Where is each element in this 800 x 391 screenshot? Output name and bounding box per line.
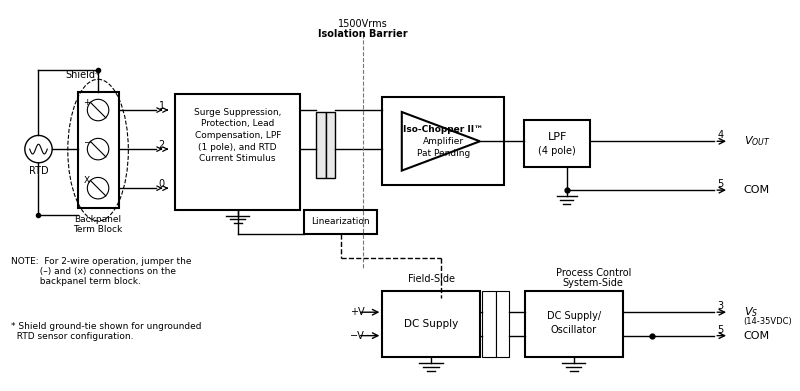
Text: 5: 5 xyxy=(717,179,723,189)
Text: (14-35VDC): (14-35VDC) xyxy=(743,317,792,326)
Text: Compensation, LPF: Compensation, LPF xyxy=(194,131,281,140)
Text: Process Control: Process Control xyxy=(555,268,631,278)
Text: +V: +V xyxy=(350,307,365,317)
Text: RTD: RTD xyxy=(29,166,48,176)
Bar xyxy=(524,120,590,167)
Text: DC Supply: DC Supply xyxy=(404,319,458,329)
Text: Protection, Lead: Protection, Lead xyxy=(201,119,274,128)
Bar xyxy=(382,291,480,357)
Text: $V_S$: $V_S$ xyxy=(743,305,758,319)
Text: +: + xyxy=(83,98,91,107)
Text: (4 pole): (4 pole) xyxy=(538,146,576,156)
Bar xyxy=(326,112,335,178)
Bar xyxy=(525,291,622,357)
Text: COM: COM xyxy=(743,331,770,341)
Text: Surge Suppression,: Surge Suppression, xyxy=(194,108,282,117)
Text: Iso-Chopper II™: Iso-Chopper II™ xyxy=(403,125,483,134)
Text: Current Stimulus: Current Stimulus xyxy=(199,154,276,163)
Text: X: X xyxy=(83,176,90,185)
Text: 3: 3 xyxy=(717,301,723,311)
Text: 0: 0 xyxy=(158,179,165,189)
Text: 5: 5 xyxy=(717,325,723,335)
Text: Linearization: Linearization xyxy=(311,217,370,226)
Text: LPF: LPF xyxy=(547,133,566,142)
Bar xyxy=(175,94,300,210)
Text: Backpanel: Backpanel xyxy=(74,215,122,224)
Text: NOTE:  For 2-wire operation, jumper the
          (–) and (x) connections on the: NOTE: For 2-wire operation, jumper the (… xyxy=(11,256,192,286)
Text: Pat Pending: Pat Pending xyxy=(417,149,470,158)
Text: 1500Vrms: 1500Vrms xyxy=(338,19,388,29)
Bar xyxy=(382,97,504,185)
Text: System-Side: System-Side xyxy=(562,278,624,288)
Text: −: − xyxy=(83,137,91,146)
Bar xyxy=(316,112,326,178)
Text: * Shield ground-tie shown for ungrounded
  RTD sensor configuration.: * Shield ground-tie shown for ungrounded… xyxy=(11,322,202,341)
Text: Isolation Barrier: Isolation Barrier xyxy=(318,29,407,39)
Text: Amplifier: Amplifier xyxy=(422,137,464,146)
Text: 4: 4 xyxy=(717,131,723,140)
Text: Term Block: Term Block xyxy=(74,225,122,234)
Bar xyxy=(495,291,510,357)
Text: DC Supply/: DC Supply/ xyxy=(546,311,601,321)
Text: $V_{OUT}$: $V_{OUT}$ xyxy=(743,135,770,148)
Text: (1 pole), and RTD: (1 pole), and RTD xyxy=(198,143,277,152)
Text: COM: COM xyxy=(743,185,770,195)
Text: Oscillator: Oscillator xyxy=(550,325,597,335)
Bar xyxy=(78,92,118,208)
Text: 1: 1 xyxy=(158,101,165,111)
Text: Shield*: Shield* xyxy=(66,70,101,80)
Bar xyxy=(304,210,378,234)
Text: 2: 2 xyxy=(158,140,165,150)
Bar xyxy=(482,291,495,357)
Text: −V: −V xyxy=(350,331,365,341)
Text: Field-Side: Field-Side xyxy=(407,274,454,284)
